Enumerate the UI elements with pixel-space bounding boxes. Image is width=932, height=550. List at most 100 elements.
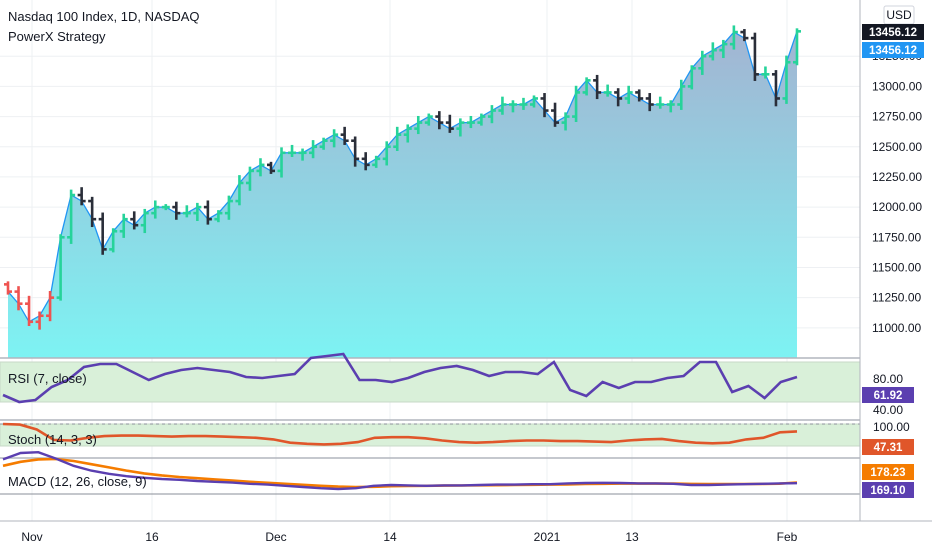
price-tick-label: 12000.00 [872, 200, 922, 214]
stoch-value: 47.31 [874, 442, 903, 454]
ohlc-bar [635, 89, 644, 102]
time-tick-label: 13 [625, 530, 639, 544]
rsi-value-tag [862, 387, 914, 403]
ohlc-bar [530, 95, 538, 108]
time-tick-label: Dec [265, 530, 286, 544]
ohlc-bar [351, 136, 360, 167]
macd-line [2, 450, 798, 491]
time-tick-label: 14 [383, 530, 397, 544]
ohlc-bar [340, 126, 349, 145]
ohlc-bar [614, 88, 623, 107]
ohlc-bar [656, 96, 665, 109]
ohlc-bar [750, 32, 759, 81]
ohlc-bar [666, 100, 675, 113]
stoch-value-tag [862, 439, 914, 455]
ohlc-bar [698, 50, 707, 75]
ohlc-bar [288, 144, 297, 158]
price-tick-label: 13000.00 [872, 79, 922, 93]
ohlc-bar [761, 66, 770, 79]
ohlc-bar [729, 25, 738, 50]
ohlc-bar [319, 137, 328, 150]
time-tick-label: Feb [777, 530, 798, 544]
ohlc-bar [424, 113, 433, 126]
ohlc-bar [519, 97, 528, 110]
ohlc-bar [414, 115, 423, 135]
ohlc-bar [508, 100, 517, 113]
rsi-line [2, 352, 798, 404]
price-tick-label: 11250.00 [872, 291, 921, 305]
macd-signal-value: 169.10 [870, 485, 905, 497]
ohlc-bar [361, 152, 370, 171]
ohlc-bar [403, 124, 412, 143]
ohlc-bar [224, 195, 233, 220]
ohlc-bars [4, 25, 801, 330]
rsi-title: RSI (7, close) [8, 371, 87, 386]
ohlc-bar [593, 74, 602, 100]
ohlc-bar [25, 295, 34, 327]
time-tick-label: 2021 [534, 530, 561, 544]
ohlc-bar [130, 211, 139, 230]
ohlc-bar [56, 234, 65, 301]
ohlc-bar [35, 311, 44, 330]
time-tick-label: 16 [145, 530, 159, 544]
last-price-value: 13456.12 [869, 27, 917, 39]
rsi-tick-80: 80.00 [873, 372, 903, 386]
ohlc-bar [540, 93, 549, 118]
strategy-name: PowerX Strategy [8, 29, 106, 44]
ohlc-bar [193, 202, 202, 221]
ohlc-bar [119, 213, 128, 238]
macd-value-tag [862, 464, 914, 480]
price-area [8, 31, 797, 359]
ohlc-bar [487, 105, 496, 124]
ohlc-bar [277, 147, 286, 178]
time-axis[interactable]: Nov 16 Dec 14 2021 13 Feb [21, 530, 797, 544]
ohlc-bar [687, 65, 696, 90]
ohlc-bar [771, 70, 780, 107]
ohlc-bar [98, 212, 107, 255]
price-tick-label: 11750.00 [872, 230, 921, 244]
ohlc-bar [140, 208, 149, 234]
ohlc-bar [498, 96, 507, 115]
ohlc-bar [330, 129, 339, 148]
ohlc-bar [67, 189, 76, 244]
last-price-value-2: 13456.12 [869, 45, 917, 57]
ohlc-bar [466, 115, 475, 129]
ohlc-bar [235, 175, 244, 206]
ohlc-bar [88, 196, 97, 228]
price-tick-label: 11500.00 [872, 260, 921, 274]
ohlc-bar [624, 85, 633, 104]
ohlc-bar [298, 148, 307, 161]
ohlc-bar [256, 158, 265, 177]
price-tick-label: 12750.00 [872, 110, 922, 124]
ohlc-bar [677, 79, 686, 110]
price-line [7, 31, 798, 323]
ohlc-bar [172, 201, 181, 220]
ohlc-bar [645, 93, 654, 112]
price-tick-label: 12250.00 [872, 170, 922, 184]
price-tick-label: 11000.00 [872, 321, 921, 335]
macd-value: 178.23 [870, 467, 905, 479]
ohlc-bar [561, 112, 570, 131]
last-price-tag [862, 24, 924, 40]
ohlc-bar [245, 166, 254, 191]
ohlc-bar [109, 228, 118, 253]
ohlc-bar [77, 187, 86, 206]
ohlc-bar [203, 200, 212, 225]
ohlc-bar [740, 29, 749, 42]
stoch-tick-100: 100.00 [873, 420, 910, 434]
ohlc-bar [267, 161, 275, 174]
ohlc-bar [393, 126, 402, 151]
rsi-tick-40: 40.00 [873, 403, 903, 417]
ohlc-bar [782, 55, 791, 104]
ohlc-bar [46, 291, 55, 322]
ohlc-bar [182, 205, 191, 218]
price-axis[interactable]: 11000.00 11250.00 11500.00 11750.00 12000.00… [872, 49, 922, 335]
ohlc-bar [456, 118, 465, 137]
macd-signal-tag [862, 482, 914, 498]
rsi-value: 61.92 [874, 390, 903, 402]
ohlc-bar [445, 114, 454, 133]
ohlc-bar [477, 113, 486, 126]
stoch-line [2, 422, 798, 446]
ohlc-bar [708, 42, 717, 61]
